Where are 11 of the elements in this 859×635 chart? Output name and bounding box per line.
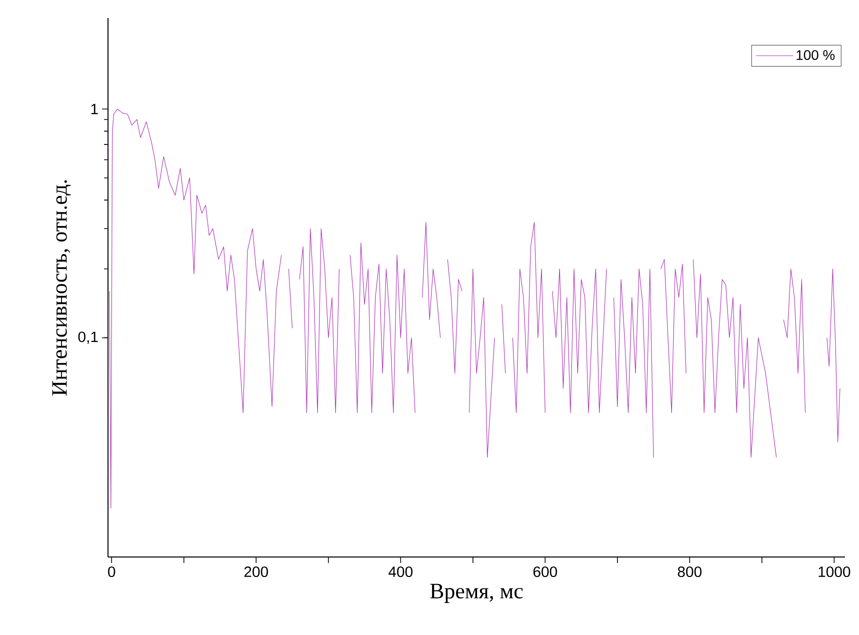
y-tick-label: 0,1: [78, 332, 98, 344]
legend-label: 100 %: [796, 50, 835, 60]
y-axis-title: Интенсивность, отн.ед.: [52, 180, 71, 396]
y-tick-label: 1: [91, 104, 98, 114]
x-tick-label: 400: [388, 566, 413, 578]
x-axis-title: Время, мс: [430, 584, 523, 603]
x-tick-label: 600: [533, 566, 558, 578]
x-tick-label: 200: [244, 566, 268, 578]
x-tick-label: 0: [108, 566, 116, 578]
x-tick-label: 800: [678, 566, 702, 578]
x-tick-label: 1000: [818, 566, 850, 578]
